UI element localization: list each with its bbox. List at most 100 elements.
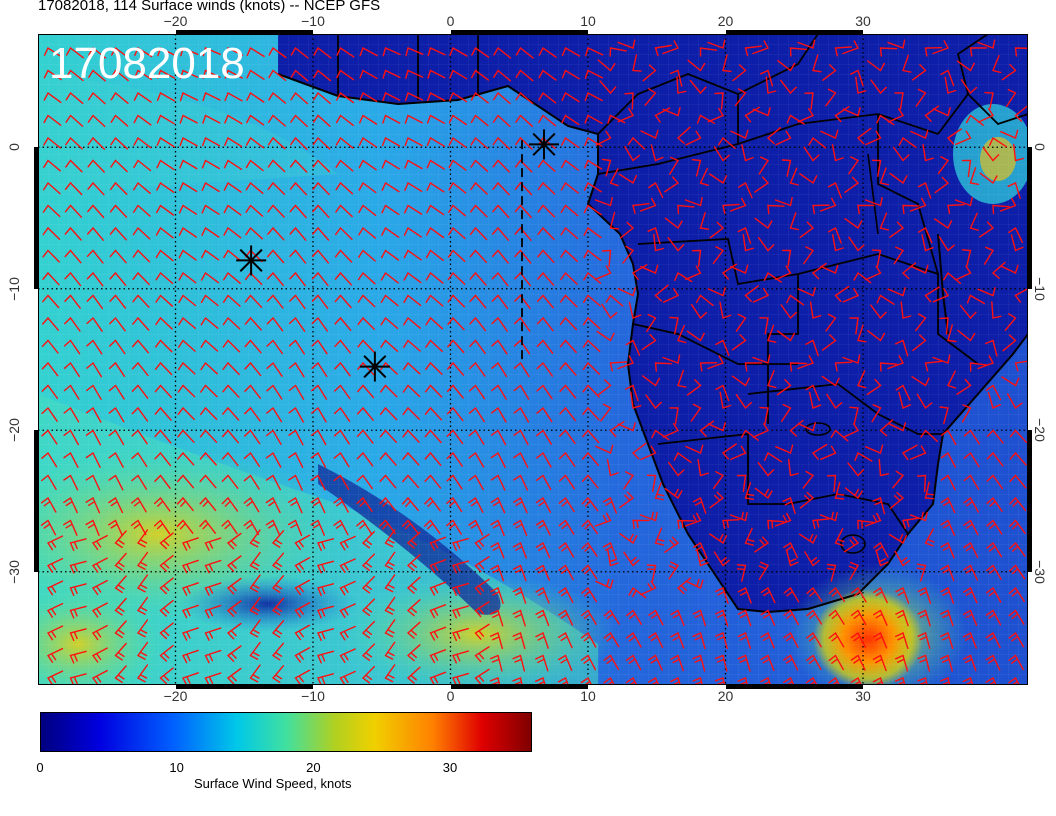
wind-barb [271,552,285,571]
wind-barb [379,451,397,466]
wind-barb [668,561,680,580]
wind-barb [469,226,488,241]
wind-barb [358,181,377,194]
wind-barb [65,114,84,127]
wind-barb [662,40,680,55]
wind-barb [722,54,732,73]
wind-barb [136,574,149,593]
wind-barb [468,519,484,536]
wind-barb [1004,313,1017,331]
wind-barb [333,429,350,445]
wind-barb [924,360,943,372]
wind-barb [1006,88,1017,107]
wind-barb [535,474,552,491]
wind-barb [384,664,396,683]
wind-barb [448,181,467,194]
wind-barb [957,329,976,342]
wind-barb [452,627,470,641]
wind-barb [940,519,956,536]
wind-barb [780,79,797,95]
wind-barb [69,560,87,574]
wind-barb [425,316,444,330]
wind-barb [514,294,531,310]
wind-barb [775,444,794,454]
wind-barb [826,563,837,582]
wind-barb [406,666,421,684]
wind-barb [798,533,818,545]
wind-barb [226,555,242,572]
wind-barb [754,536,770,553]
wind-barb [403,226,422,238]
wind-barb [834,528,845,547]
map-title: 17082018, 114 Surface winds (knots) -- N… [38,0,381,14]
wind-barb [402,474,420,489]
wind-barb [676,76,687,94]
wind-barb [43,91,62,104]
wind-barb [654,44,672,57]
wind-barb [201,226,220,238]
wind-barb [851,586,867,603]
wind-barb [910,445,927,460]
wind-barb [85,429,102,446]
wind-barb [226,645,242,662]
wind-barb [470,159,489,172]
wind-barb [406,576,421,594]
wind-barb [132,294,150,308]
wind-barb [87,181,105,196]
wind-barb [109,249,127,264]
wind-barb [583,181,602,193]
wind-barb [91,602,108,618]
wind-barb [738,181,753,199]
wind-barb [537,226,555,241]
wind-barb [201,181,220,193]
wind-barb [290,114,308,128]
wind-barb [757,462,775,477]
wind-barb [596,330,615,342]
wind-barb [271,597,285,616]
wind-barb [402,384,421,398]
wind-barb [581,519,599,535]
wind-barb [246,69,265,80]
wind-barb [41,339,59,354]
wind-barb [618,173,638,185]
wind-barb [917,654,930,672]
wind-barb [226,622,242,640]
wind-barb [87,114,106,128]
wind-barb [736,474,747,493]
wind-barb [934,176,950,194]
wind-barb [946,128,962,145]
wind-barb [641,333,657,351]
wind-barb [426,181,445,193]
wind-barb [69,605,87,619]
wind-barb [986,541,1003,558]
wind-barb [834,481,845,500]
wind-barb [654,362,673,372]
wind-barb [405,47,424,57]
wind-barb [625,384,639,402]
wind-barb [622,245,635,264]
wind-barb [425,294,444,307]
axis-bar-right [1028,430,1032,572]
wind-barb [452,537,470,551]
wind-barb [954,197,973,207]
wind-barb [940,654,953,672]
wind-barb [468,496,484,513]
wind-barb [560,181,579,194]
wind-barb [640,264,659,274]
wind-barb [489,654,503,672]
wind-barb [380,384,398,398]
wind-barb [686,330,705,342]
wind-barb [222,384,240,398]
wind-barb [901,444,918,461]
wind-barb [805,339,819,357]
wind-barb [356,496,373,512]
wind-barb [490,474,506,491]
wind-barb [334,316,352,331]
wind-barb [379,519,396,534]
wind-barb [110,91,129,104]
wind-barb [132,316,150,331]
wind-barb [909,197,927,212]
wind-barb [379,474,397,489]
wind-barb [312,204,330,218]
wind-barb [999,197,1017,212]
